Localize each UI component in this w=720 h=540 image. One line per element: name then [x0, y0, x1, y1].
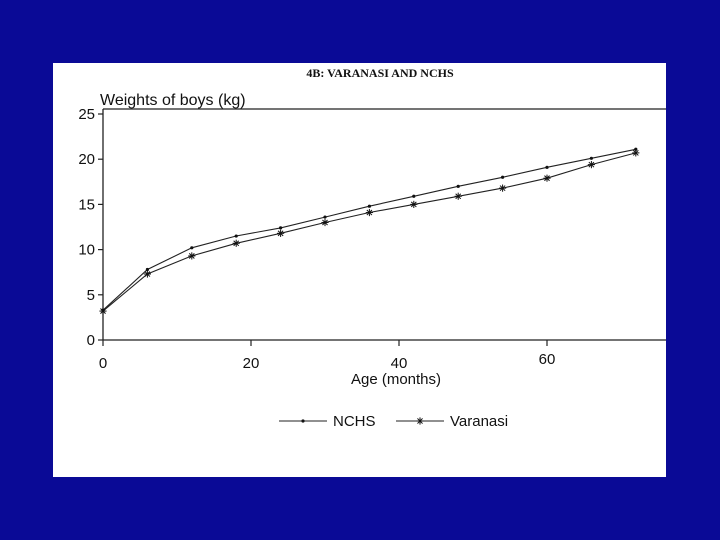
- data-point-nchs: [367, 204, 371, 208]
- legend-marker-varanasi: [416, 417, 424, 425]
- series-line-nchs: [102, 148, 636, 311]
- data-point-nchs: [190, 246, 194, 250]
- data-point-nchs: [412, 194, 416, 198]
- x-tick-label: 0: [99, 355, 107, 372]
- legend-label-varanasi: Varanasi: [450, 413, 508, 430]
- x-tick-label: 60: [539, 351, 556, 368]
- data-point-nchs: [145, 267, 149, 272]
- line-chart: 4B: VARANASI AND NCHS Weights of boys (k…: [78, 66, 666, 430]
- legend-marker-nchs: [301, 419, 305, 423]
- data-point-nchs: [589, 156, 594, 160]
- x-tick-label: 20: [243, 355, 260, 372]
- data-point-varanasi: [587, 161, 595, 169]
- y-tick-label: 25: [78, 106, 95, 123]
- data-point-nchs: [634, 147, 638, 151]
- series-lines: [102, 148, 636, 312]
- axis-ticks: 0 5 10 15 20 25 0 20 40 60: [78, 106, 555, 372]
- legend: NCHS Varanasi: [279, 413, 508, 430]
- x-axis-label: Age (months): [351, 371, 441, 388]
- data-point-varanasi: [499, 184, 507, 192]
- chart-panel: 4B: VARANASI AND NCHS Weights of boys (k…: [53, 63, 666, 477]
- y-tick-label: 10: [78, 242, 95, 259]
- data-point-varanasi: [632, 149, 640, 157]
- y-tick-label: 5: [87, 287, 95, 304]
- x-tick-label: 40: [391, 355, 408, 372]
- data-point-varanasi: [543, 174, 551, 182]
- data-point-nchs: [279, 226, 283, 230]
- series-markers: [99, 147, 640, 315]
- data-point-nchs: [234, 234, 238, 238]
- data-point-varanasi: [232, 239, 240, 247]
- y-axis-label: Weights of boys (kg): [100, 92, 246, 109]
- data-point-varanasi: [188, 252, 196, 260]
- data-point-varanasi: [321, 218, 329, 227]
- data-point-varanasi: [143, 270, 151, 278]
- data-point-varanasi: [99, 307, 107, 315]
- data-point-nchs: [545, 165, 549, 169]
- legend-label-nchs: NCHS: [333, 413, 376, 430]
- data-point-nchs: [456, 184, 460, 188]
- data-point-varanasi: [365, 208, 373, 217]
- data-point-nchs: [501, 175, 505, 179]
- y-tick-label: 0: [87, 332, 95, 349]
- y-tick-label: 15: [78, 196, 95, 213]
- data-point-varanasi: [454, 192, 462, 200]
- data-point-varanasi: [277, 229, 285, 237]
- series-line-varanasi: [102, 152, 636, 312]
- data-point-nchs: [323, 215, 327, 219]
- y-tick-label: 20: [78, 151, 95, 168]
- chart-title: 4B: VARANASI AND NCHS: [306, 66, 454, 80]
- data-point-varanasi: [410, 200, 418, 208]
